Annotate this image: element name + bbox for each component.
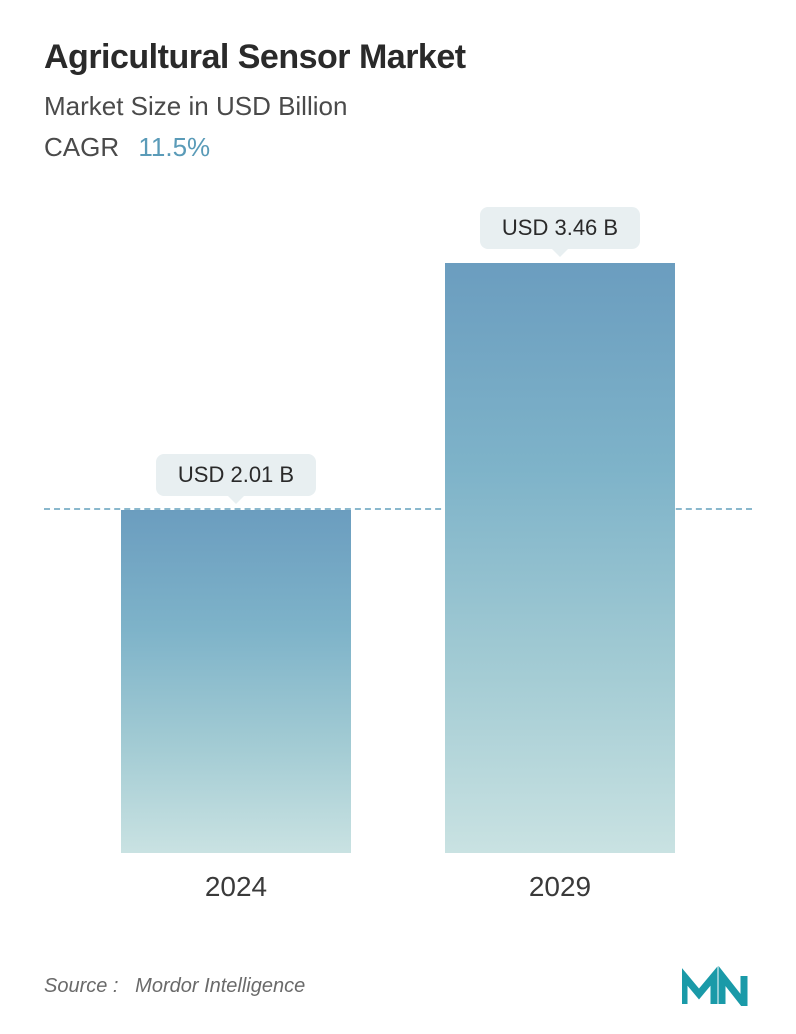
value-pill: USD 3.46 B (480, 207, 640, 249)
bar-group-2029: USD 3.46 B (440, 207, 680, 853)
bar-2029 (445, 263, 675, 853)
source-prefix: Source : (44, 975, 118, 997)
bar-2024 (121, 510, 351, 853)
chart-area: USD 2.01 B USD 3.46 B (44, 203, 752, 853)
cagr-label: CAGR (44, 132, 119, 162)
source-name: Mordor Intelligence (135, 975, 305, 997)
chart-container: Agricultural Sensor Market Market Size i… (0, 0, 796, 1034)
x-label: 2029 (440, 871, 680, 903)
mn-logo-icon (682, 966, 752, 1006)
value-pill: USD 2.01 B (156, 454, 316, 496)
cagr-value: 11.5% (138, 132, 210, 162)
x-axis-labels: 2024 2029 (44, 853, 752, 903)
bar-group-2024: USD 2.01 B (116, 454, 356, 853)
chart-footer: Source : Mordor Intelligence (44, 966, 752, 1006)
bars-wrapper: USD 2.01 B USD 3.46 B (44, 203, 752, 853)
chart-title: Agricultural Sensor Market (44, 38, 752, 77)
x-label: 2024 (116, 871, 356, 903)
source-attribution: Source : Mordor Intelligence (44, 975, 305, 998)
cagr-row: CAGR 11.5% (44, 132, 752, 163)
chart-subtitle: Market Size in USD Billion (44, 91, 752, 122)
